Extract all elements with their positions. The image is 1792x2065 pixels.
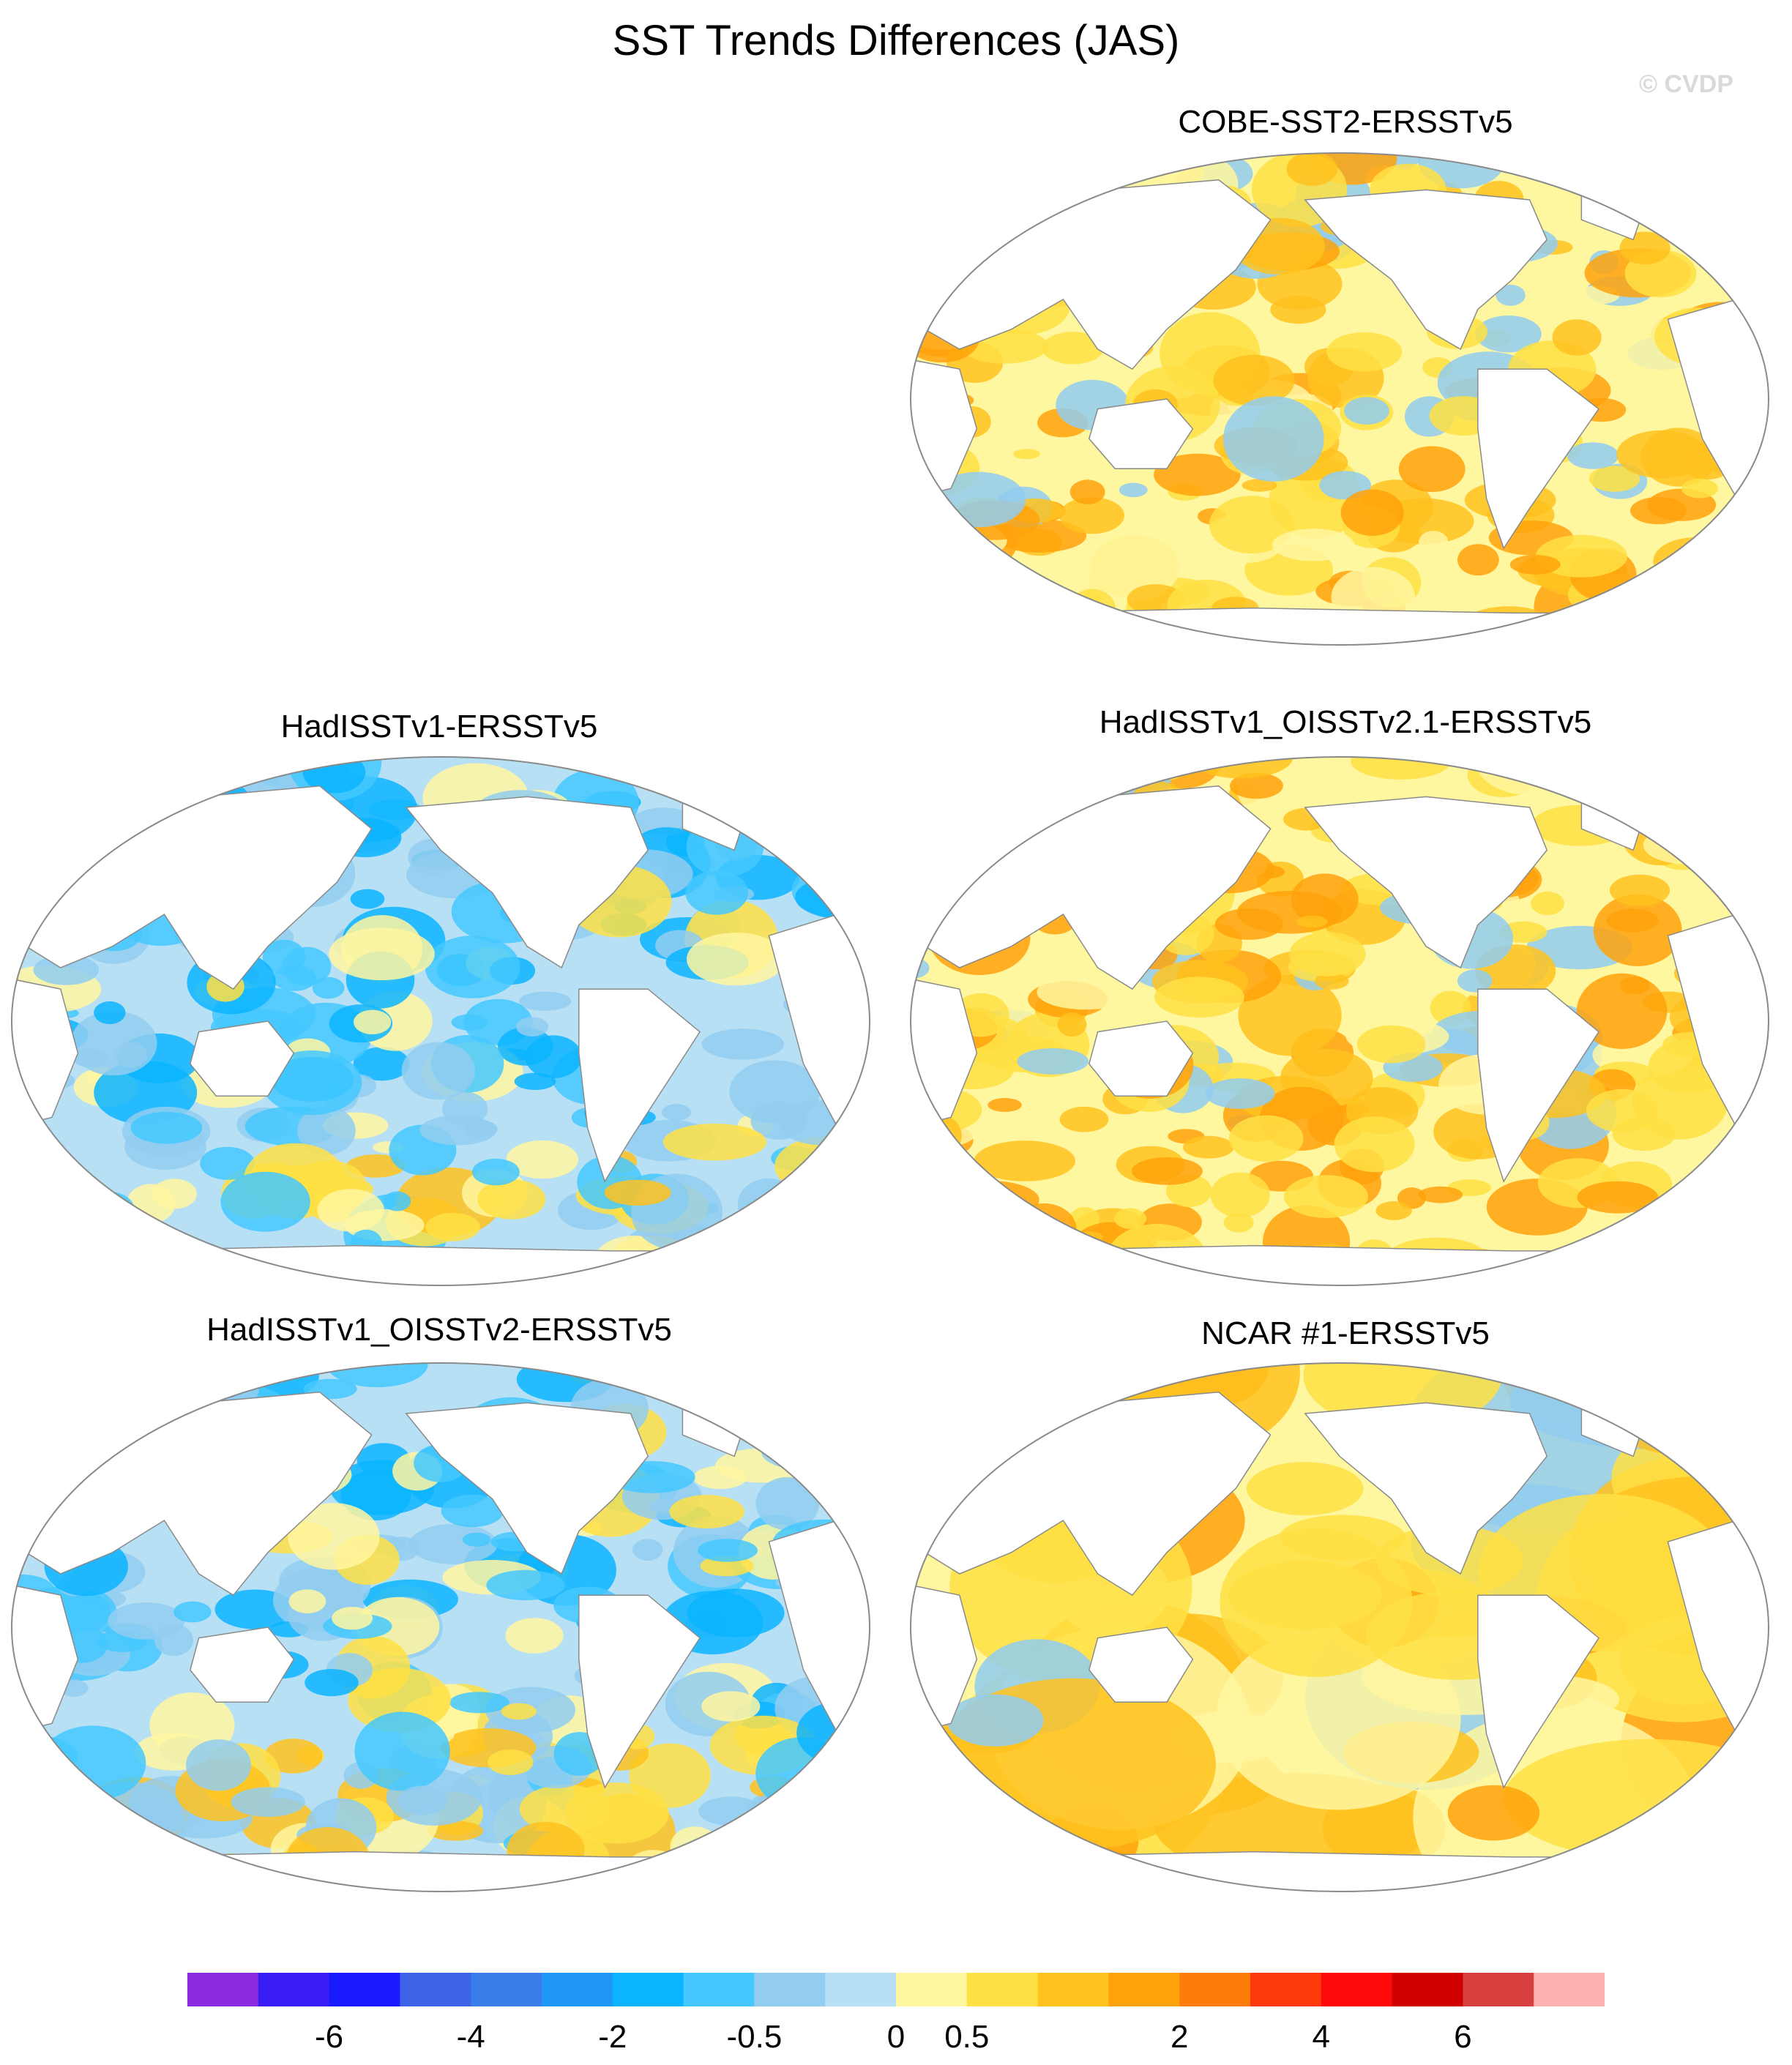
land-mass xyxy=(1304,796,1548,969)
colorbar-tick-label: 6 xyxy=(1454,2019,1472,2055)
land-mass xyxy=(405,1402,649,1575)
panel-title-hadisst: HadISSTv1-ERSSTv5 xyxy=(280,709,598,744)
colorbar xyxy=(187,1973,1605,2006)
colorbar-swatch xyxy=(966,1973,1039,2006)
land-mass xyxy=(578,988,701,1183)
sst-anomaly-field xyxy=(12,1363,870,1892)
colorbar-swatch xyxy=(1392,1973,1463,2006)
panel-title-hadisst-oisstv2: HadISSTv1_OISSTv2-ERSSTv5 xyxy=(206,1312,672,1348)
colorbar-swatch xyxy=(612,1973,684,2006)
colorbar-swatch xyxy=(542,1973,613,2006)
colorbar-tick-label: -2 xyxy=(598,2019,627,2055)
map-outline xyxy=(910,1362,1769,1892)
colorbar-swatch xyxy=(187,1973,259,2006)
land-mass xyxy=(110,1244,769,1285)
colorbar-tick-label: -6 xyxy=(315,2019,344,2055)
map-outline xyxy=(11,756,870,1286)
map-hadisst-oisstv2 xyxy=(11,1362,870,1892)
land-mass xyxy=(189,1020,295,1097)
watermark: © CVDP xyxy=(1639,70,1733,98)
colorbar-swatch xyxy=(1463,1973,1534,2006)
land-mass xyxy=(1304,189,1548,351)
panel-title-cobe: COBE-SST2-ERSSTv5 xyxy=(1178,104,1513,140)
colorbar-tick-label: 0.5 xyxy=(944,2019,990,2055)
colorbar-swatch xyxy=(471,1973,542,2006)
colorbar-swatch xyxy=(400,1973,471,2006)
map-outline xyxy=(910,756,1769,1286)
colorbar-swatch xyxy=(1534,1973,1605,2006)
map-ncar xyxy=(910,1362,1769,1892)
colorbar-swatch xyxy=(1321,1973,1393,2006)
map-outline xyxy=(11,1362,870,1892)
map-hadisst-oisstv21 xyxy=(910,756,1769,1286)
map-cobe-sst2 xyxy=(910,152,1769,646)
land-mass xyxy=(1304,1402,1548,1575)
land-mass xyxy=(1088,1020,1194,1097)
land-mass xyxy=(1477,368,1600,550)
panel-title-ncar: NCAR #1-ERSSTv5 xyxy=(1201,1315,1490,1351)
land-mass xyxy=(1011,607,1668,645)
colorbar-swatch xyxy=(683,1973,755,2006)
land-mass xyxy=(405,796,649,969)
land-mass xyxy=(578,1594,701,1789)
colorbar-swatch xyxy=(1108,1973,1180,2006)
colorbar-swatch xyxy=(1037,1973,1109,2006)
sst-anomaly-field xyxy=(911,1363,1769,1892)
colorbar-swatch xyxy=(825,1973,897,2006)
colorbar-tick-label: 2 xyxy=(1170,2019,1189,2055)
sst-anomaly-field xyxy=(911,153,1769,645)
land-mass xyxy=(1088,398,1194,469)
land-mass xyxy=(110,1851,769,1892)
colorbar-swatch xyxy=(754,1973,826,2006)
land-mass xyxy=(1009,1851,1668,1892)
land-mass xyxy=(1477,1594,1599,1789)
land-mass xyxy=(189,1627,295,1703)
land-mass xyxy=(1477,988,1599,1183)
colorbar-swatch xyxy=(1179,1973,1251,2006)
map-outline xyxy=(910,152,1769,646)
sst-anomaly-field xyxy=(911,757,1769,1285)
figure-title: SST Trends Differences (JAS) xyxy=(612,17,1180,64)
sst-anomaly-field xyxy=(12,757,870,1285)
colorbar-swatch xyxy=(896,1973,968,2006)
land-mass xyxy=(1088,1627,1194,1703)
colorbar-tick-label: -4 xyxy=(456,2019,485,2055)
colorbar-tick-label: -0.5 xyxy=(726,2019,783,2055)
land-mass xyxy=(1009,1244,1668,1285)
colorbar-tick-label: 4 xyxy=(1312,2019,1331,2055)
colorbar-tick-label: 0 xyxy=(886,2019,906,2055)
colorbar-swatch xyxy=(258,1973,330,2006)
panel-title-hadisst-oisstv21: HadISSTv1_OISSTv2.1-ERSSTv5 xyxy=(1099,704,1592,740)
colorbar-swatch xyxy=(1250,1973,1322,2006)
colorbar-swatch xyxy=(329,1973,400,2006)
map-hadisst xyxy=(11,756,870,1286)
